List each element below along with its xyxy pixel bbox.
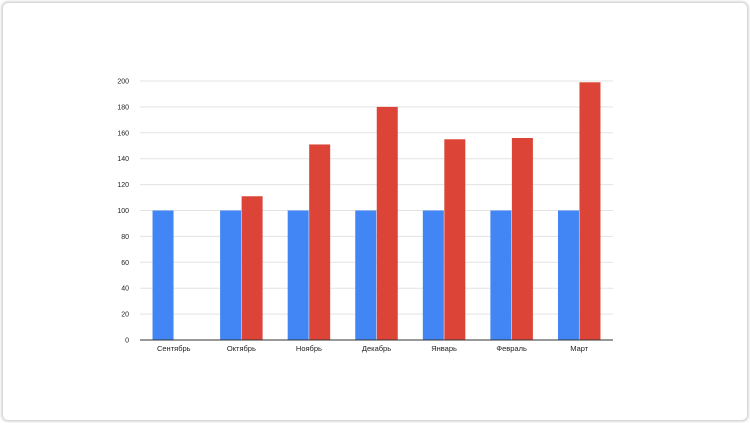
gridlines	[140, 80, 613, 315]
y-axis-labels: 0 20 40 60 80 100 120 140 160 180 200	[117, 79, 129, 345]
y-tick-label: 140	[117, 156, 129, 163]
y-tick-label: 40	[121, 286, 129, 293]
x-tick-label: Январь	[431, 344, 457, 353]
y-tick-label: 20	[121, 312, 129, 319]
x-tick-label: Сентябрь	[157, 344, 191, 353]
y-tick-label: 80	[121, 234, 129, 241]
y-tick-label: 160	[117, 130, 129, 137]
bar-series-2-5	[444, 139, 466, 340]
bar-series-1-1	[152, 210, 174, 340]
y-tick-label: 180	[117, 104, 129, 111]
y-tick-label: 100	[117, 208, 129, 215]
y-tick-label: 200	[117, 79, 129, 86]
x-tick-label: Декабрь	[362, 344, 391, 353]
bars	[152, 82, 601, 341]
y-tick-label: 60	[121, 260, 129, 267]
bar-series-1-3	[287, 210, 309, 340]
bar-series-2-4	[376, 106, 398, 341]
x-tick-label: Ноябрь	[296, 344, 322, 353]
bar-series-1-2	[220, 210, 242, 340]
bar-series-1-4	[355, 210, 377, 340]
y-tick-label: 120	[117, 182, 129, 189]
x-tick-label: Март	[570, 344, 589, 353]
bar-series-2-3	[309, 144, 331, 340]
bar-series-2-2	[241, 196, 263, 340]
x-tick-label: Октябрь	[227, 344, 256, 353]
bar-series-1-6	[490, 210, 512, 340]
bar-series-1-7	[557, 210, 579, 340]
bar-series-1-5	[422, 210, 444, 340]
bar-series-2-6	[511, 137, 533, 340]
x-tick-label: Февраль	[496, 344, 527, 353]
bar-series-2-7	[579, 82, 601, 341]
x-axis-labels: Сентябрь Октябрь Ноябрь Декабрь Январь Феврал…	[157, 344, 589, 353]
y-tick-label: 0	[125, 338, 129, 345]
